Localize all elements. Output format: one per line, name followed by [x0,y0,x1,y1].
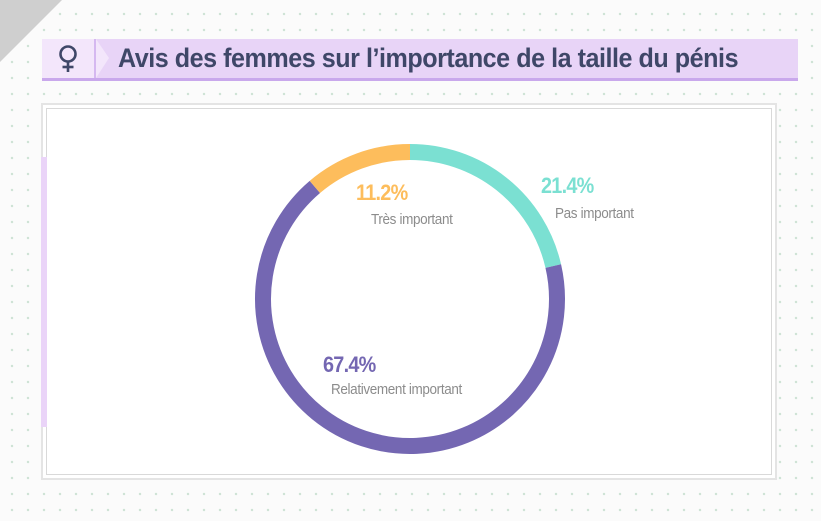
title-bar: Avis des femmes sur l’importance de la t… [42,39,798,81]
page-title: Avis des femmes sur l’importance de la t… [118,43,739,73]
slice-label-relativement-important: Relativement important [331,381,462,398]
slice-value-pas-important: 21.4% [541,173,594,198]
slice-label-pas-important: Pas important [555,205,634,222]
donut-slice-tres-important [309,144,411,194]
slice-value-tres-important: 11.2% [356,180,408,205]
female-symbol-icon [59,44,77,72]
title-icon-box [42,39,96,78]
left-accent-bar [41,157,47,427]
slice-value-relativement-important: 67.4% [323,352,376,377]
donut-slice-pas-important [409,144,562,268]
donut-slice-relativement-important [255,180,565,454]
title-chevron-decoration [96,39,109,78]
slice-label-tres-important: Très important [371,211,453,228]
